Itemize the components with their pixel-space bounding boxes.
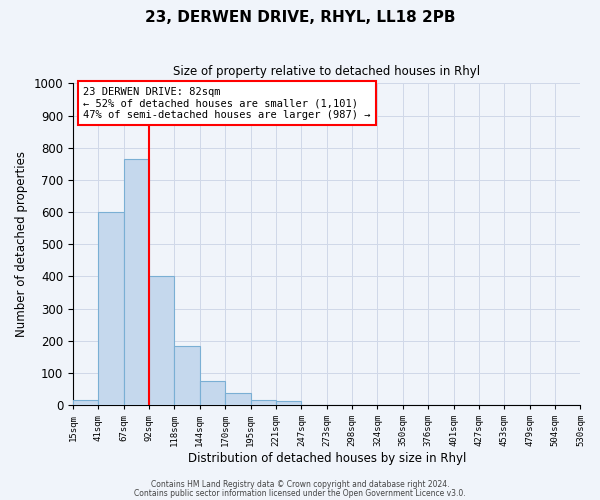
Text: 23 DERWEN DRIVE: 82sqm
← 52% of detached houses are smaller (1,101)
47% of semi-: 23 DERWEN DRIVE: 82sqm ← 52% of detached… [83, 86, 371, 120]
Title: Size of property relative to detached houses in Rhyl: Size of property relative to detached ho… [173, 65, 480, 78]
Bar [124, 159, 149, 405]
Bar [200, 381, 225, 405]
Bar [276, 402, 301, 405]
Text: 23, DERWEN DRIVE, RHYL, LL18 2PB: 23, DERWEN DRIVE, RHYL, LL18 2PB [145, 10, 455, 25]
Bar [225, 393, 251, 405]
Bar [175, 346, 200, 405]
Y-axis label: Number of detached properties: Number of detached properties [15, 151, 28, 337]
Bar [149, 276, 175, 405]
Text: Contains public sector information licensed under the Open Government Licence v3: Contains public sector information licen… [134, 488, 466, 498]
X-axis label: Distribution of detached houses by size in Rhyl: Distribution of detached houses by size … [188, 452, 466, 465]
Text: Contains HM Land Registry data © Crown copyright and database right 2024.: Contains HM Land Registry data © Crown c… [151, 480, 449, 489]
Bar [251, 400, 276, 405]
Bar [98, 212, 124, 405]
Bar [73, 400, 98, 405]
